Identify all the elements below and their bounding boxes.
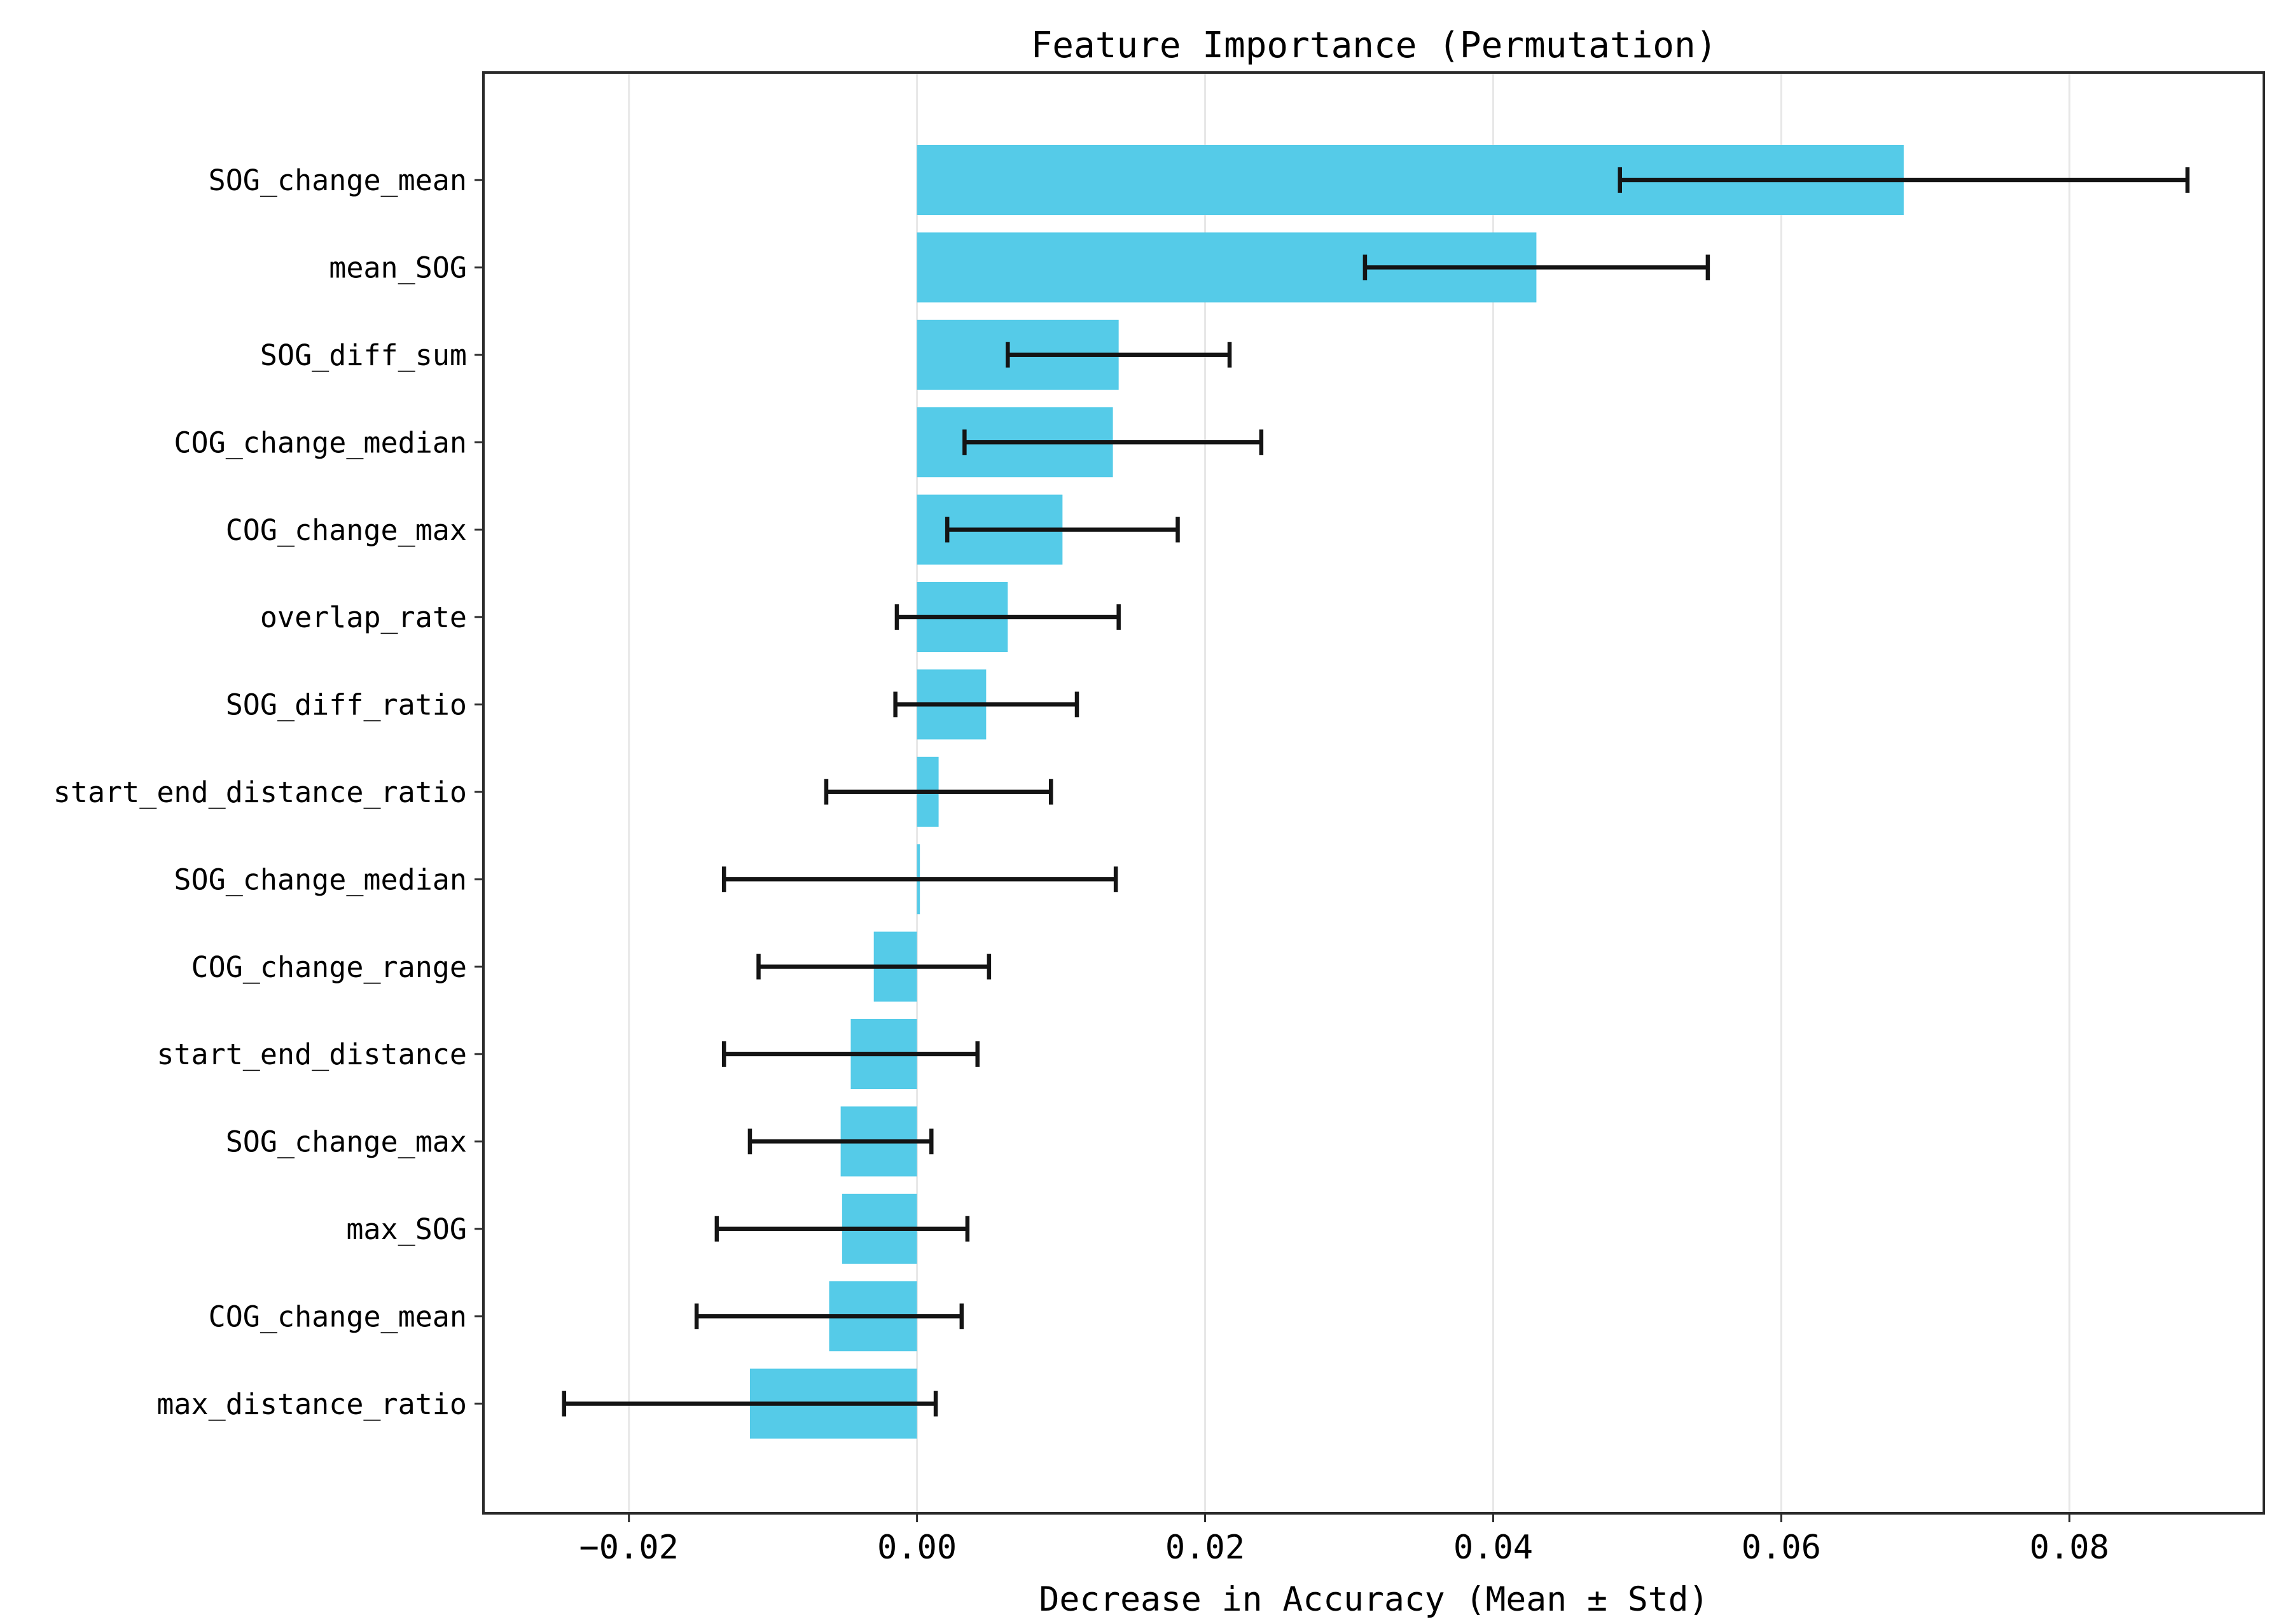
y-tick-label: COG_change_max bbox=[226, 513, 467, 547]
y-tick-label: overlap_rate bbox=[260, 600, 467, 634]
y-tick-label: SOG_change_mean bbox=[209, 163, 467, 197]
y-tick-label: mean_SOG bbox=[329, 251, 467, 285]
grid-layer bbox=[628, 73, 2070, 1513]
y-tick-label: max_SOG bbox=[346, 1212, 467, 1246]
y-tick-label: start_end_distance_ratio bbox=[53, 775, 467, 809]
y-tick-label: SOG_diff_sum bbox=[260, 338, 467, 372]
y-tick-label: SOG_change_max bbox=[226, 1125, 467, 1159]
x-tick-label: 0.00 bbox=[877, 1529, 957, 1567]
y-tick-label: COG_change_mean bbox=[209, 1300, 467, 1333]
y-tick-label: max_distance_ratio bbox=[156, 1387, 467, 1421]
x-tick-label: −0.02 bbox=[579, 1529, 679, 1567]
x-tick-label: 0.04 bbox=[1453, 1529, 1533, 1567]
axis-layer: −0.02 0.00 0.02 0.04 0.06 0.08 SOG_change_mean… bbox=[53, 71, 2265, 1567]
chart-title: Feature Importance (Permutation) bbox=[1031, 25, 1717, 66]
y-tick-label: COG_change_median bbox=[174, 426, 467, 459]
x-tick-label: 0.02 bbox=[1165, 1529, 1245, 1567]
y-tick-label: SOG_diff_ratio bbox=[226, 688, 467, 722]
x-tick-label: 0.06 bbox=[1742, 1529, 1821, 1567]
y-tick-label: COG_change_range bbox=[191, 950, 467, 984]
y-tick-label: SOG_change_median bbox=[174, 863, 467, 896]
error-bar-layer bbox=[562, 167, 2190, 1417]
plot-border bbox=[482, 71, 2265, 1515]
x-axis-label: Decrease in Accuracy (Mean ± Std) bbox=[1039, 1580, 1709, 1619]
x-tick-label: 0.08 bbox=[2030, 1529, 2109, 1567]
y-tick-label: start_end_distance bbox=[156, 1038, 467, 1071]
